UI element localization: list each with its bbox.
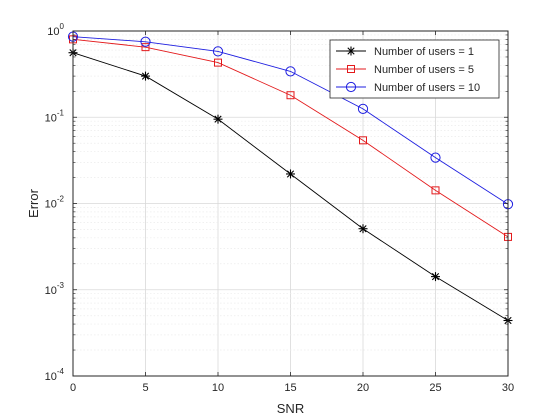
data-point-circle xyxy=(212,46,224,57)
x-tick-label: 0 xyxy=(70,382,76,394)
series-1 xyxy=(68,48,513,326)
data-point-square xyxy=(286,91,295,100)
y-tick-label: 10-2 xyxy=(45,195,65,211)
data-point-circle xyxy=(357,103,369,114)
data-point-asterisk xyxy=(358,224,368,234)
legend-entry: Number of users = 1 xyxy=(336,46,474,58)
data-point-asterisk xyxy=(286,169,295,179)
y-tick-label: 10-3 xyxy=(45,281,65,297)
x-tick-label: 10 xyxy=(212,382,224,394)
y-tick-label: 100 xyxy=(47,22,64,38)
data-point-square xyxy=(359,136,367,145)
series-line xyxy=(72,38,509,238)
data-point-circle xyxy=(430,152,441,163)
data-point-circle xyxy=(285,66,296,77)
data-point-asterisk xyxy=(141,71,150,81)
data-point-square xyxy=(214,58,222,67)
x-tick-label: 20 xyxy=(357,382,369,394)
series-2 xyxy=(69,35,512,241)
y-axis-label: Error xyxy=(26,188,41,218)
legend-entry: Number of users = 10 xyxy=(336,81,480,94)
series-line xyxy=(72,36,509,205)
data-point-asterisk xyxy=(431,272,440,282)
legend-label: Number of users = 5 xyxy=(374,64,474,76)
data-point-circle xyxy=(140,36,151,47)
x-tick-label: 25 xyxy=(429,382,441,394)
legend-entry: Number of users = 5 xyxy=(336,64,474,76)
data-point-asterisk xyxy=(213,114,223,124)
x-axis-label: SNR xyxy=(277,401,304,416)
legend-label: Number of users = 10 xyxy=(374,82,480,94)
x-tick-label: 15 xyxy=(284,382,296,394)
series-lines xyxy=(67,31,514,326)
data-point-asterisk xyxy=(346,46,356,56)
x-tick-label: 30 xyxy=(502,382,514,394)
data-point-square xyxy=(347,65,355,73)
legend: Number of users = 1 Number of users = 5 Nu… xyxy=(329,39,500,99)
x-tick-label: 5 xyxy=(142,382,148,394)
data-point-circle xyxy=(345,81,357,93)
data-point-square xyxy=(141,43,150,52)
y-tick-label: 10-1 xyxy=(45,108,65,124)
legend-label: Number of users = 1 xyxy=(374,46,474,58)
y-tick-label: 10-4 xyxy=(45,367,65,383)
axis-ticks: 0 5 10 15 20 25 30 10-4 10-3 10-2 10-1 100 xyxy=(45,22,515,394)
data-point-square xyxy=(431,186,440,195)
